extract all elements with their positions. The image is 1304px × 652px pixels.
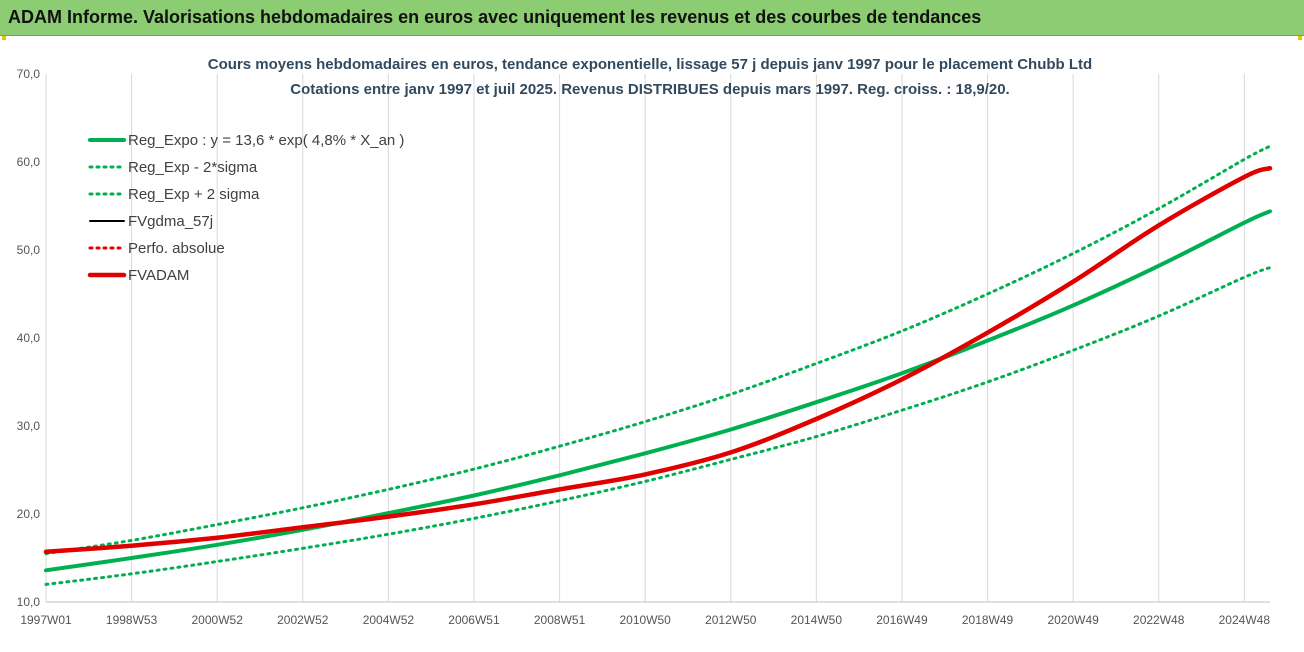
x-tick-label: 2006W51 bbox=[448, 613, 500, 627]
x-tick-label: 1997W01 bbox=[20, 613, 72, 627]
header-bar: ADAM Informe. Valorisations hebdomadaire… bbox=[0, 0, 1304, 36]
y-tick-label: 30,0 bbox=[17, 419, 41, 433]
series-line-0 bbox=[44, 209, 1272, 573]
series-line-4 bbox=[44, 166, 1272, 554]
series-lines bbox=[43, 144, 1273, 586]
x-tick-label: 2002W52 bbox=[277, 613, 329, 627]
axes: 1997W01 1998W53 2000W52 2002W52 2004W52 2006W… bbox=[17, 67, 1271, 627]
x-tick-label: 2004W52 bbox=[363, 613, 415, 627]
chart-frame: 1997W01 1998W53 2000W52 2002W52 2004W52 2006W… bbox=[0, 36, 1304, 652]
series-line-5 bbox=[43, 165, 1273, 555]
y-tick-label: 10,0 bbox=[17, 595, 41, 609]
x-tick-label: 1998W53 bbox=[106, 613, 158, 627]
chart-title: Cours moyens hebdomadaires en euros, ten… bbox=[208, 56, 1092, 98]
legend-label: Reg_Exp - 2*sigma bbox=[128, 159, 258, 176]
y-tick-label: 60,0 bbox=[17, 155, 41, 169]
y-tick-label: 40,0 bbox=[17, 331, 41, 345]
frame-corner-handle bbox=[1298, 36, 1302, 40]
chart-title-line-1: Cours moyens hebdomadaires en euros, ten… bbox=[208, 56, 1092, 73]
x-tick-label: 2012W50 bbox=[705, 613, 757, 627]
chart-svg: 1997W01 1998W53 2000W52 2002W52 2004W52 2006W… bbox=[17, 56, 1273, 627]
chart-title-line-2: Cotations entre janv 1997 et juil 2025. … bbox=[290, 81, 1009, 98]
x-tick-label: 2022W48 bbox=[1133, 613, 1185, 627]
x-tick-label: 2020W49 bbox=[1047, 613, 1099, 627]
series-line-1 bbox=[44, 266, 1272, 586]
frame-corner-handle bbox=[2, 36, 6, 40]
x-tick-label: 2024W48 bbox=[1219, 613, 1271, 627]
legend: Reg_Expo : y = 13,6 * exp( 4,8% * X_an )… bbox=[87, 132, 404, 284]
x-tick-label: 2016W49 bbox=[876, 613, 928, 627]
x-tick-label: 2018W49 bbox=[962, 613, 1014, 627]
y-tick-label: 20,0 bbox=[17, 507, 41, 521]
legend-label: Reg_Expo : y = 13,6 * exp( 4,8% * X_an ) bbox=[128, 132, 404, 149]
legend-label: Perfo. absolue bbox=[128, 240, 225, 257]
x-tick-label: 2008W51 bbox=[534, 613, 586, 627]
x-tick-label: 2014W50 bbox=[791, 613, 843, 627]
series-line-2 bbox=[44, 144, 1272, 556]
legend-label: FVADAM bbox=[128, 267, 189, 284]
legend-label: Reg_Exp + 2 sigma bbox=[128, 186, 260, 203]
gridlines bbox=[45, 74, 1245, 602]
legend-label: FVgdma_57j bbox=[128, 213, 213, 230]
y-tick-label: 50,0 bbox=[17, 243, 41, 257]
y-tick-label: 70,0 bbox=[17, 67, 41, 81]
series-line-3 bbox=[45, 167, 1271, 553]
x-tick-label: 2010W50 bbox=[619, 613, 671, 627]
page-title: ADAM Informe. Valorisations hebdomadaire… bbox=[8, 7, 982, 27]
x-tick-label: 2000W52 bbox=[192, 613, 244, 627]
